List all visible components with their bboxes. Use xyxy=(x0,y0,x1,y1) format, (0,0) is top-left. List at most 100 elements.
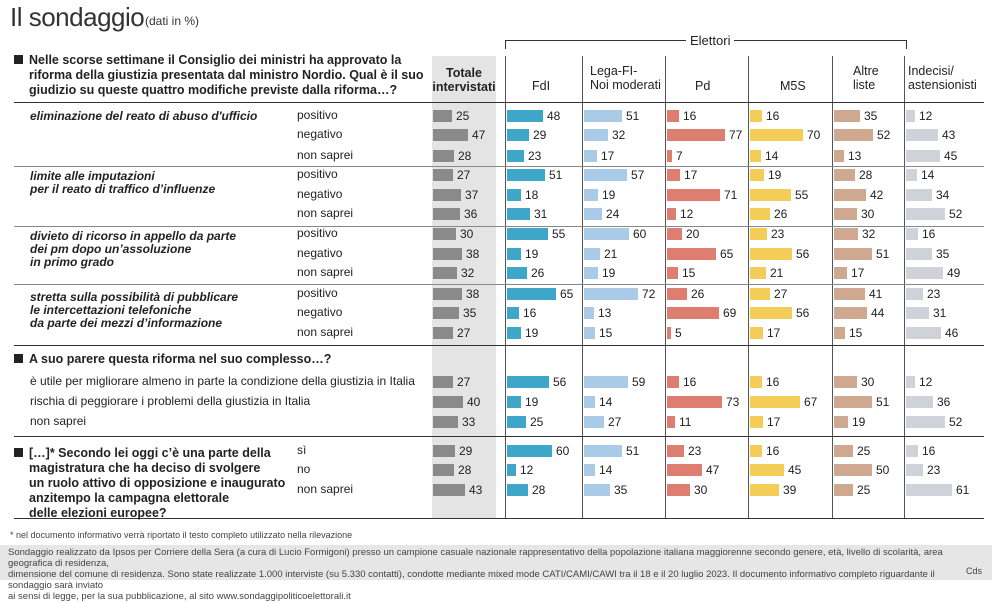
value-label: 13 xyxy=(848,149,862,163)
value-label: 21 xyxy=(604,247,618,261)
divider xyxy=(14,166,984,167)
row-label: rischia di peggiorare i problemi della g… xyxy=(30,394,311,408)
value-label: 23 xyxy=(771,227,785,241)
bar-1-6 xyxy=(906,129,938,141)
bar-1-2 xyxy=(584,129,608,141)
bar-16-3 xyxy=(667,464,702,476)
divider xyxy=(14,518,984,519)
bar-8-0 xyxy=(433,267,457,279)
bar-5-0 xyxy=(433,208,460,220)
row-label: non saprei xyxy=(297,206,354,220)
value-label: 51 xyxy=(876,395,890,409)
bar-16-5 xyxy=(834,464,872,476)
bar-6-3 xyxy=(667,228,682,240)
divider xyxy=(14,284,984,285)
bar-13-1 xyxy=(507,396,521,408)
bar-13-4 xyxy=(750,396,800,408)
value-label: 36 xyxy=(464,207,478,221)
title-subtitle: (dati in %) xyxy=(145,14,200,28)
bar-7-0 xyxy=(433,248,462,260)
value-label: 27 xyxy=(457,326,471,340)
bar-14-3 xyxy=(667,416,675,428)
value-label: 67 xyxy=(804,395,818,409)
value-label: 51 xyxy=(626,109,640,123)
bar-0-5 xyxy=(834,110,860,122)
bar-5-3 xyxy=(667,208,676,220)
row-label: non saprei xyxy=(297,148,354,162)
bar-2-2 xyxy=(584,150,597,162)
value-label: 12 xyxy=(680,207,694,221)
bar-9-4 xyxy=(750,288,770,300)
value-label: 29 xyxy=(533,128,547,142)
bar-2-1 xyxy=(507,150,524,162)
divider xyxy=(14,436,984,437)
bar-11-3 xyxy=(667,327,671,339)
value-label: 35 xyxy=(463,306,477,320)
value-label: 35 xyxy=(614,483,628,497)
page-title: Il sondaggio xyxy=(10,2,145,32)
value-label: 52 xyxy=(949,415,963,429)
value-label: 72 xyxy=(642,287,656,301)
value-label: 65 xyxy=(560,287,574,301)
value-label: 19 xyxy=(525,247,539,261)
bar-8-2 xyxy=(584,267,598,279)
colhead-altre: Altre liste xyxy=(853,64,879,92)
bar-4-6 xyxy=(906,189,932,201)
value-label: 48 xyxy=(547,109,561,123)
value-label: 71 xyxy=(724,188,738,202)
bar-13-5 xyxy=(834,396,872,408)
bar-17-3 xyxy=(667,484,690,496)
bar-15-3 xyxy=(667,445,684,457)
value-label: 30 xyxy=(460,227,474,241)
row-label: negativo xyxy=(297,187,343,201)
bar-17-5 xyxy=(834,484,853,496)
colhead-pd: Pd xyxy=(695,79,711,93)
value-label: 14 xyxy=(765,149,779,163)
col-separator xyxy=(582,56,583,518)
value-label: 70 xyxy=(807,128,821,142)
value-label: 30 xyxy=(694,483,708,497)
bar-5-1 xyxy=(507,208,530,220)
bar-14-0 xyxy=(433,416,458,428)
value-label: 38 xyxy=(466,247,480,261)
bar-12-1 xyxy=(507,376,549,388)
bar-6-5 xyxy=(834,228,858,240)
bar-0-3 xyxy=(667,110,679,122)
bar-4-5 xyxy=(834,189,866,201)
value-label: 19 xyxy=(602,266,616,280)
value-label: 56 xyxy=(796,247,810,261)
value-label: 32 xyxy=(862,227,876,241)
bar-0-0 xyxy=(433,110,452,122)
value-label: 45 xyxy=(944,149,958,163)
value-label: 17 xyxy=(851,266,865,280)
value-label: 51 xyxy=(549,168,563,182)
bar-2-6 xyxy=(906,150,940,162)
bar-4-1 xyxy=(507,189,521,201)
value-label: 19 xyxy=(602,188,616,202)
bar-14-1 xyxy=(507,416,526,428)
value-label: 28 xyxy=(458,463,472,477)
topic-3: divieto di ricorso in appello da parte de… xyxy=(30,229,237,269)
bar-0-6 xyxy=(906,110,915,122)
value-label: 12 xyxy=(919,109,933,123)
colhead-indecisi: Indecisi/astensionisti xyxy=(908,64,977,92)
bar-1-5 xyxy=(834,129,873,141)
value-label: 36 xyxy=(937,395,951,409)
value-label: 40 xyxy=(467,395,481,409)
col-separator xyxy=(832,56,833,518)
value-label: 34 xyxy=(936,188,950,202)
value-label: 73 xyxy=(726,395,740,409)
bar-2-3 xyxy=(667,150,672,162)
bar-7-6 xyxy=(906,248,932,260)
bar-7-2 xyxy=(584,248,600,260)
value-label: 23 xyxy=(528,149,542,163)
row-label: positivo xyxy=(297,226,338,240)
value-label: 11 xyxy=(679,415,692,429)
footnote: * nel documento informativo verrà riport… xyxy=(10,530,353,540)
bar-6-6 xyxy=(906,228,918,240)
value-label: 57 xyxy=(631,168,645,182)
bar-10-4 xyxy=(750,307,792,319)
value-label: 77 xyxy=(729,128,743,142)
bar-2-5 xyxy=(834,150,844,162)
value-label: 33 xyxy=(462,415,476,429)
